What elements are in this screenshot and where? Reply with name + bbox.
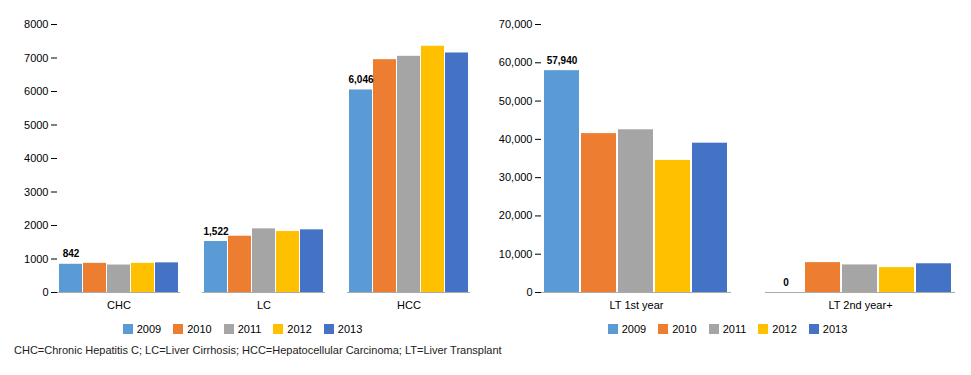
svg-text:57,940: 57,940 [547, 55, 578, 66]
html-text:2011: 2011 [722, 323, 747, 335]
svg-text:40,000: 40,000 [499, 133, 533, 145]
html-text:2012: 2012 [287, 323, 312, 335]
svg-text:4000: 4000 [24, 152, 48, 164]
svg-text:1000: 1000 [24, 253, 48, 265]
svg-text:60,000: 60,000 [499, 56, 533, 68]
svg-text:70,000: 70,000 [499, 18, 533, 30]
html-text:2013: 2013 [337, 323, 363, 335]
svg-text:6,046: 6,046 [348, 74, 373, 85]
svg-text:0: 0 [783, 277, 789, 288]
svg-text:0: 0 [526, 286, 532, 298]
svg-text:842: 842 [63, 248, 80, 259]
svg-text:30,000: 30,000 [499, 171, 533, 183]
svg-text:7000: 7000 [24, 52, 48, 64]
svg-text:LT 2nd year+: LT 2nd year+ [828, 299, 892, 311]
svg-text:3000: 3000 [24, 186, 48, 198]
html-text:CHC=Chronic Hepatitis C; LC=Li: CHC=Chronic Hepatitis C; LC=Liver Cirrho… [14, 344, 502, 356]
svg-text:CHC: CHC [107, 299, 131, 311]
svg-text:6000: 6000 [24, 85, 48, 97]
svg-text:0: 0 [42, 286, 48, 298]
svg-text:2000: 2000 [24, 219, 48, 231]
svg-text:LT 1st year: LT 1st year [609, 299, 663, 311]
svg-text:20,000: 20,000 [499, 209, 533, 221]
html-text:2011: 2011 [237, 323, 262, 335]
svg-text:50,000: 50,000 [499, 95, 533, 107]
svg-text:10,000: 10,000 [499, 248, 533, 260]
html-text:2010: 2010 [672, 323, 697, 335]
html-text:2010: 2010 [187, 323, 212, 335]
svg-text:HCC: HCC [397, 299, 421, 311]
svg-text:5000: 5000 [24, 119, 48, 131]
svg-text:LC: LC [257, 299, 271, 311]
svg-text:1,522: 1,522 [203, 226, 228, 237]
html-text:2012: 2012 [772, 323, 797, 335]
html-text:2009: 2009 [136, 323, 162, 335]
html-text:2009: 2009 [621, 323, 647, 335]
html-text:2013: 2013 [822, 323, 848, 335]
svg-text:8000: 8000 [24, 18, 48, 30]
